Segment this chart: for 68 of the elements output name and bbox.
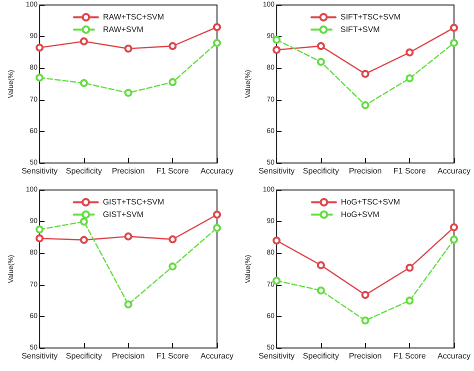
point — [272, 236, 281, 245]
point — [450, 236, 458, 244]
x-tick-label: Precision — [348, 166, 382, 176]
point — [36, 226, 44, 234]
point — [168, 262, 177, 270]
legend-label: SIFT+TSC+SVM — [340, 12, 401, 22]
x-tick-label: Specificity — [66, 352, 102, 360]
point — [36, 234, 44, 242]
point — [450, 24, 458, 32]
x-tick-label: Accuracy — [200, 166, 234, 176]
x-tick-label: F1 Score — [393, 352, 426, 360]
point — [406, 74, 414, 82]
point — [168, 78, 177, 86]
point — [80, 236, 88, 244]
x-tick-label: Specificity — [66, 166, 102, 176]
x-tick-label: Accuracy — [438, 352, 470, 360]
point — [272, 36, 281, 44]
point — [450, 38, 458, 47]
point — [450, 223, 458, 232]
point — [80, 79, 88, 88]
x-tick-label: Precision — [348, 352, 382, 360]
point — [124, 232, 132, 240]
legend-label: HoG+SVM — [340, 210, 380, 220]
point — [36, 74, 44, 82]
point — [272, 46, 281, 54]
point — [361, 70, 370, 78]
x-tick-label: F1 Score — [156, 352, 190, 360]
point — [213, 210, 221, 219]
point — [316, 42, 325, 50]
x-tick-label: Sensitivity — [258, 352, 295, 360]
legend-label: HoG+TSC+SVM — [340, 198, 400, 207]
x-tick-label: F1 Score — [393, 166, 426, 176]
legend-label: GIST+SVM — [102, 210, 144, 220]
point — [124, 300, 132, 308]
point — [361, 290, 370, 299]
point — [316, 286, 325, 294]
point — [80, 37, 88, 46]
x-tick-label: Accuracy — [200, 352, 234, 360]
legend-label: RAW+TSC+SVM — [102, 12, 164, 22]
legend-label: SIFT+SVM — [340, 25, 380, 34]
point — [272, 276, 281, 285]
x-tick-label: Specificity — [302, 166, 339, 176]
x-tick-label: Sensitivity — [22, 352, 58, 360]
point — [168, 235, 177, 244]
point — [213, 38, 221, 47]
point — [316, 261, 325, 270]
legend-label: RAW+SVM — [102, 25, 144, 34]
point — [124, 88, 132, 97]
legend-label: GIST+TSC+SVM — [102, 198, 165, 207]
point — [406, 296, 414, 305]
point — [406, 48, 414, 56]
x-tick-label: Sensitivity — [258, 166, 295, 176]
point — [361, 316, 370, 325]
x-tick-label: Precision — [112, 352, 145, 360]
x-tick-label: Specificity — [302, 352, 339, 360]
x-tick-label: F1 Score — [156, 166, 190, 176]
point — [168, 42, 177, 50]
point — [316, 58, 325, 66]
point — [361, 101, 370, 110]
point — [406, 264, 414, 272]
point — [80, 218, 88, 226]
x-tick-label: Sensitivity — [22, 166, 58, 176]
point — [124, 44, 132, 53]
point — [36, 44, 44, 52]
point — [213, 23, 221, 32]
point — [213, 224, 221, 232]
x-tick-label: Accuracy — [438, 166, 470, 176]
x-tick-label: Precision — [112, 166, 145, 176]
